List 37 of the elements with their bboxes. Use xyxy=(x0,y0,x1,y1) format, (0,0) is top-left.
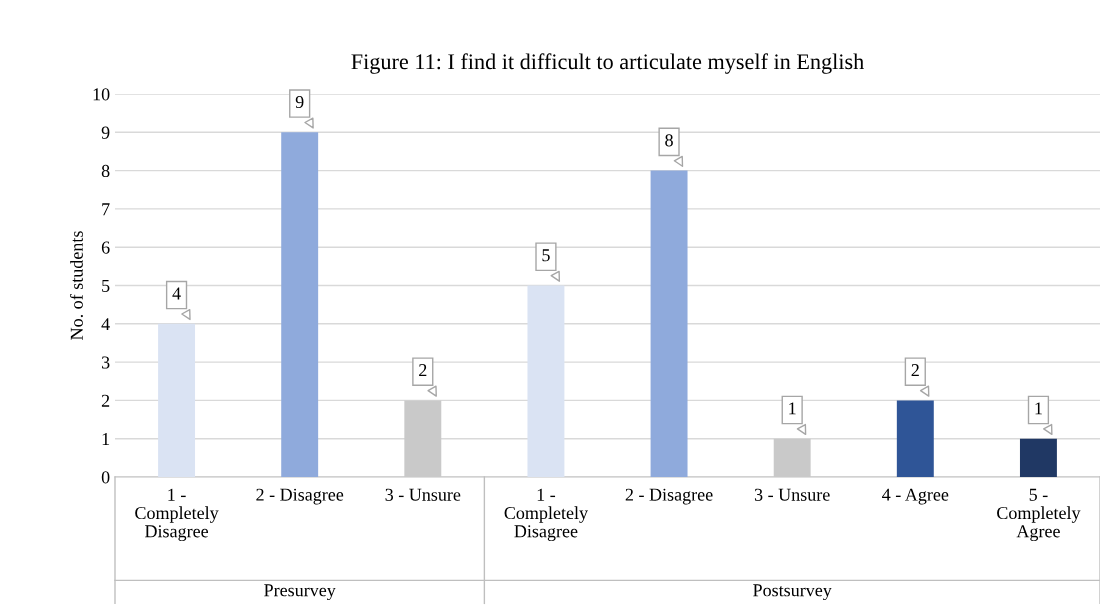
data-label: 1 xyxy=(789,402,796,415)
data-label: 9 xyxy=(295,95,304,109)
y-tick-label: 0 xyxy=(101,471,110,484)
x-tick-label: 2 - Disagree xyxy=(625,488,713,505)
y-axis-title: No. of students xyxy=(69,231,83,340)
x-tick-label: 5 - Completely Agree xyxy=(997,488,1081,542)
x-tick-label: 3 - Unsure xyxy=(754,488,830,501)
x-tick-label: 3 - Unsure xyxy=(385,488,461,501)
bar xyxy=(650,170,688,477)
text: Postsurvey xyxy=(753,584,832,601)
y-tick-label: 2 xyxy=(101,394,110,407)
x-tick-label: 1 - Completely Disagree xyxy=(135,488,219,542)
data-label: 8 xyxy=(665,134,673,147)
y-tick-label: 6 xyxy=(101,241,110,254)
bar xyxy=(281,132,319,477)
bar xyxy=(1019,438,1057,477)
text: Presurvey xyxy=(264,584,336,601)
y-tick-label: 8 xyxy=(101,164,110,178)
y-tick-label: 4 xyxy=(101,318,110,331)
data-label: 1 xyxy=(1035,402,1042,415)
x-tick-label: 4 - Agree xyxy=(882,488,949,505)
y-tick-label: 7 xyxy=(102,203,110,216)
x-tick-label: 2 - Disagree xyxy=(256,488,344,505)
y-tick-label: 5 xyxy=(102,279,110,292)
y-tick-label: 1 xyxy=(102,433,110,445)
y-tick-label: 3 xyxy=(101,356,110,369)
bar xyxy=(158,323,196,477)
data-label: 2 xyxy=(911,364,919,377)
data-label: 4 xyxy=(172,287,181,300)
y-tick-label: 9 xyxy=(101,126,110,139)
data-label: 2 xyxy=(419,364,427,377)
bar xyxy=(527,285,565,477)
y-tick-label: 10 xyxy=(93,88,110,101)
chart-title: Figure 11: I find it difficult to articulate myself in English xyxy=(351,53,864,74)
data-label: 5 xyxy=(542,249,550,262)
x-tick-label: 1 - Completely Disagree xyxy=(504,488,588,542)
bar xyxy=(896,400,934,477)
